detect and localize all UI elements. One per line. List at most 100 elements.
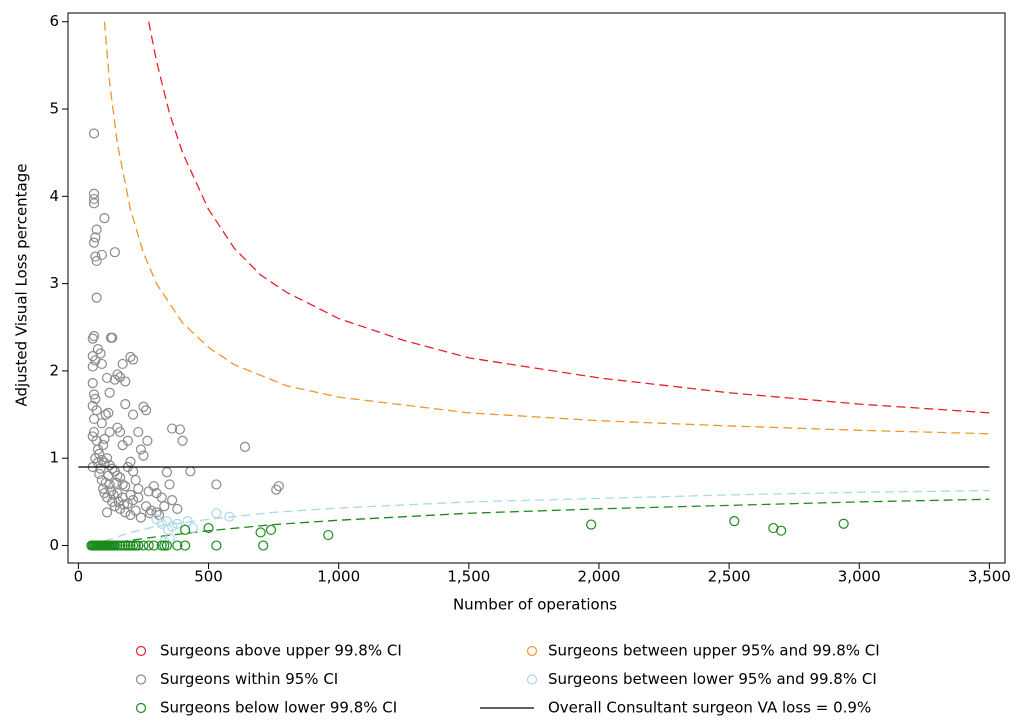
- plot-frame: [67, 12, 1006, 564]
- point: [143, 540, 154, 551]
- point: [90, 355, 101, 366]
- point: [125, 456, 136, 467]
- point: [122, 435, 133, 446]
- point: [98, 440, 109, 451]
- point: [111, 477, 122, 488]
- point: [127, 409, 139, 420]
- point: [159, 501, 170, 512]
- point: [130, 505, 141, 516]
- point: [88, 188, 100, 199]
- legend-marker: [135, 674, 147, 685]
- point: [103, 407, 114, 418]
- point: [91, 255, 102, 267]
- point: [172, 540, 183, 551]
- legend-label: Overall Consultant surgeon VA loss = 0.9…: [548, 699, 871, 717]
- point: [96, 418, 107, 429]
- point: [211, 540, 222, 551]
- legend-label: Surgeons between lower 95% and 99.8% CI: [548, 670, 877, 688]
- point: [133, 426, 144, 438]
- point: [109, 540, 120, 551]
- point: [133, 483, 144, 494]
- point: [125, 540, 136, 551]
- x-tick-label: 1,000: [317, 568, 360, 586]
- point: [156, 540, 167, 551]
- point: [88, 389, 100, 400]
- point: [174, 424, 186, 435]
- point: [135, 444, 146, 455]
- point: [142, 435, 153, 446]
- point: [144, 508, 156, 519]
- point: [88, 198, 100, 209]
- point: [109, 374, 120, 385]
- point: [120, 376, 131, 387]
- point: [838, 518, 849, 529]
- point: [113, 496, 124, 507]
- point: [127, 540, 139, 551]
- point: [180, 524, 191, 535]
- point: [117, 479, 128, 490]
- point: [103, 470, 114, 481]
- point: [120, 399, 131, 410]
- point: [114, 540, 126, 551]
- point: [138, 450, 149, 461]
- point: [180, 540, 191, 551]
- point: [114, 426, 126, 438]
- y-tick-label: 1: [49, 449, 59, 467]
- point: [100, 477, 111, 488]
- point: [127, 354, 139, 365]
- point: [133, 492, 144, 503]
- point: [135, 512, 146, 523]
- point: [172, 503, 183, 514]
- legend-marker: [526, 645, 538, 657]
- point: [101, 453, 113, 464]
- point: [88, 413, 100, 425]
- funnel-curve: [148, 21, 990, 414]
- point: [203, 522, 214, 534]
- x-tick-label: 2,500: [708, 568, 751, 586]
- legend-label: Surgeons below lower 99.8% CI: [160, 699, 397, 717]
- x-tick-label: 0: [74, 568, 84, 586]
- legend-marker: [135, 645, 147, 657]
- point: [112, 540, 123, 551]
- point: [105, 486, 117, 497]
- point: [271, 484, 282, 495]
- point: [138, 401, 149, 412]
- point: [104, 460, 115, 471]
- point: [776, 525, 787, 536]
- point: [99, 213, 110, 224]
- point: [125, 351, 136, 363]
- point: [95, 348, 106, 359]
- point: [120, 481, 131, 492]
- point: [87, 333, 98, 344]
- y-axis-label: Adjusted Visual Loss percentage: [13, 163, 31, 406]
- legend-marker: [526, 674, 538, 685]
- legend-label: Surgeons within 95% CI: [160, 670, 338, 688]
- point: [100, 409, 111, 420]
- point: [265, 524, 277, 535]
- point: [177, 435, 188, 446]
- point: [122, 540, 133, 551]
- point: [323, 529, 334, 541]
- point: [104, 387, 115, 398]
- point: [96, 358, 107, 370]
- point: [130, 474, 141, 486]
- point: [164, 533, 175, 544]
- point: [90, 251, 101, 262]
- point: [88, 237, 100, 248]
- x-tick-label: 3,500: [968, 568, 1011, 586]
- point: [586, 519, 597, 530]
- point: [112, 369, 123, 380]
- point: [133, 540, 144, 551]
- point: [167, 495, 178, 506]
- point: [99, 433, 110, 445]
- point: [161, 515, 173, 527]
- point: [161, 540, 173, 551]
- legend-marker: [135, 702, 147, 714]
- y-tick-label: 2: [49, 361, 59, 379]
- point: [96, 249, 107, 260]
- point: [91, 292, 102, 303]
- funnel-curve: [104, 489, 990, 542]
- point: [87, 361, 98, 372]
